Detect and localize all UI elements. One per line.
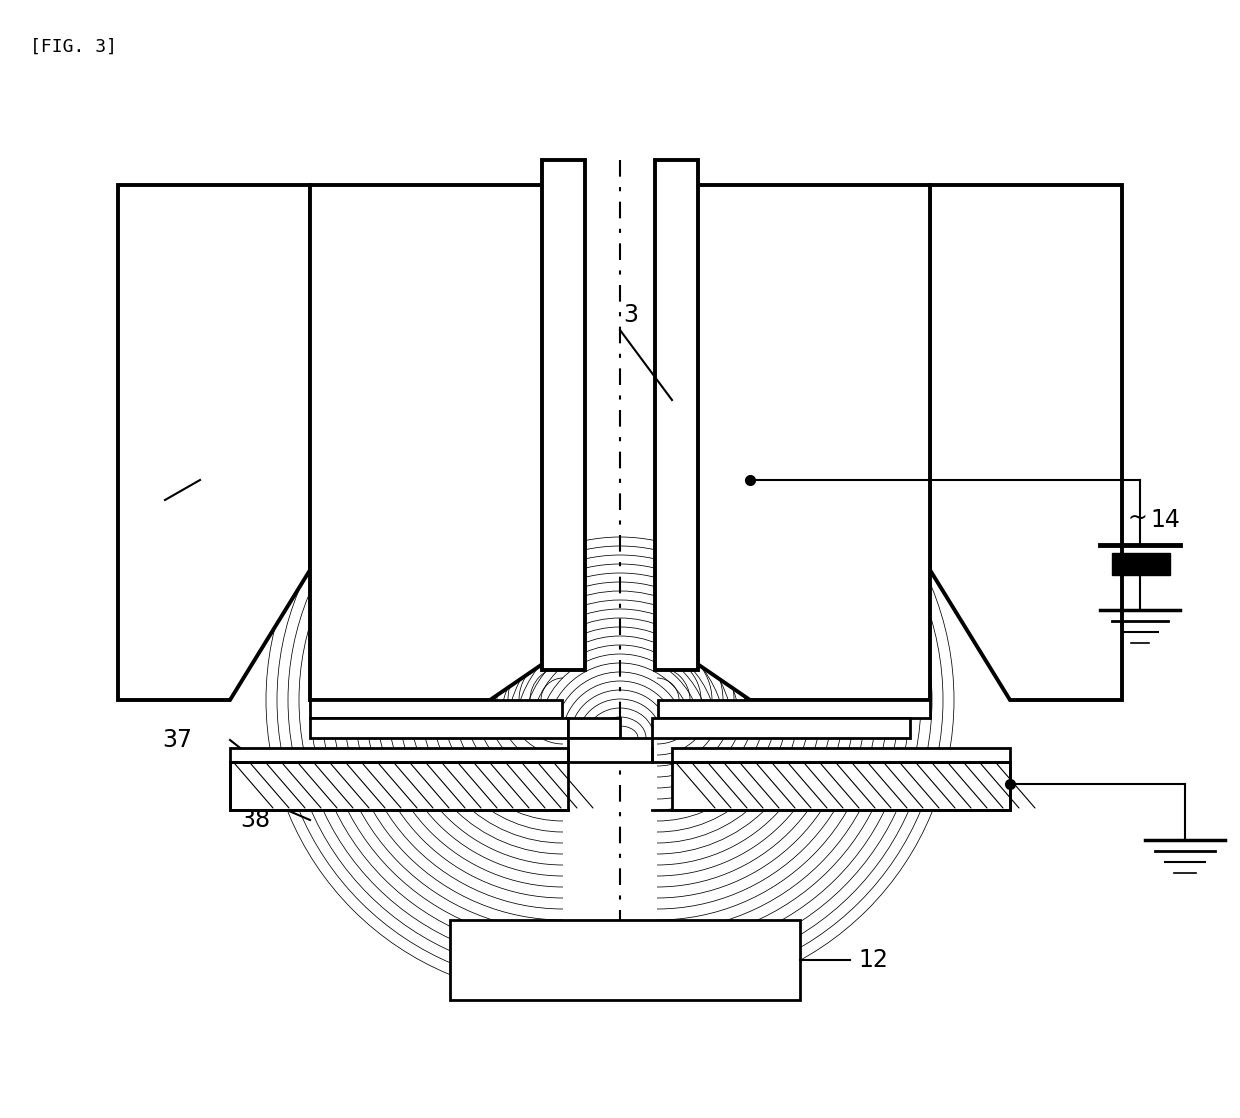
- Bar: [450, 920, 800, 999]
- Text: 5: 5: [115, 498, 130, 522]
- Bar: [652, 718, 910, 738]
- Polygon shape: [118, 184, 310, 700]
- Bar: [568, 738, 652, 762]
- Bar: [1112, 553, 1171, 575]
- Bar: [310, 718, 568, 738]
- Bar: [672, 762, 1011, 811]
- Text: 38: 38: [239, 808, 270, 832]
- Polygon shape: [677, 184, 930, 700]
- Text: 12: 12: [858, 948, 888, 972]
- Bar: [672, 748, 1011, 762]
- Polygon shape: [930, 184, 1122, 700]
- Bar: [655, 160, 698, 670]
- Text: 14: 14: [1149, 508, 1180, 532]
- Bar: [229, 762, 568, 811]
- Text: 3: 3: [622, 303, 639, 326]
- Bar: [658, 700, 930, 718]
- Bar: [568, 718, 620, 738]
- Text: 37: 37: [162, 728, 192, 752]
- Bar: [310, 700, 562, 718]
- Text: [FIG. 3]: [FIG. 3]: [30, 38, 117, 56]
- Polygon shape: [310, 184, 563, 700]
- Bar: [229, 748, 568, 762]
- Text: ~: ~: [1128, 506, 1148, 530]
- Bar: [542, 160, 585, 670]
